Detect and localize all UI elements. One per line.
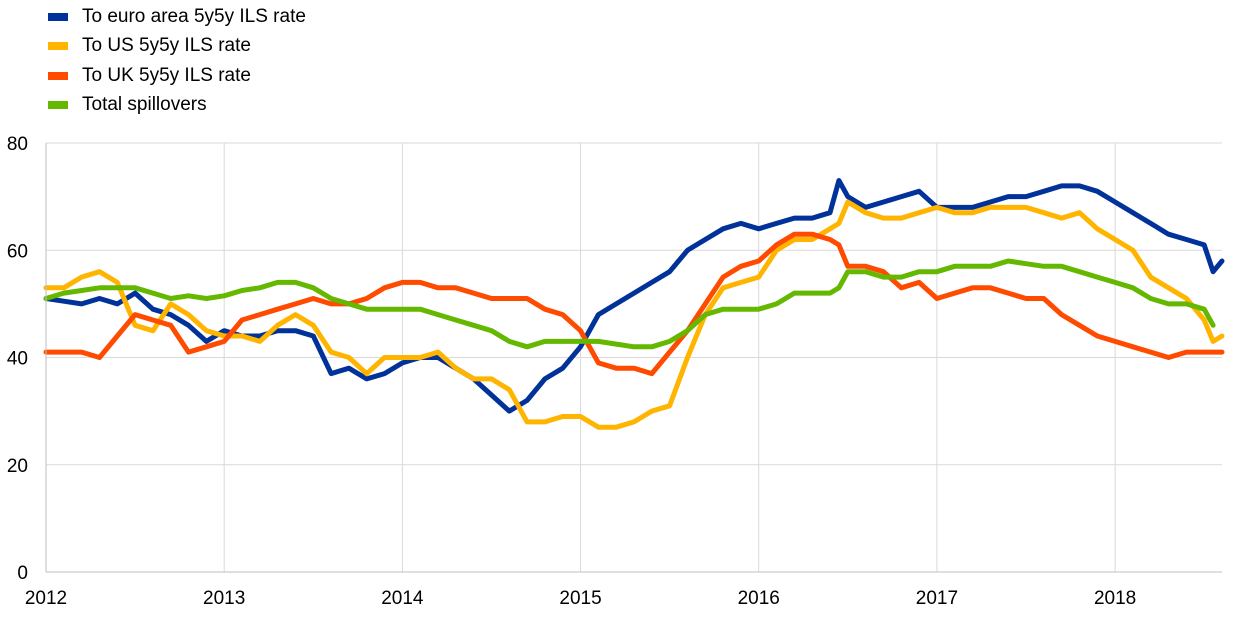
series-line-2 bbox=[43, 231, 1225, 377]
x-tick-label: 2018 bbox=[1094, 588, 1136, 609]
x-tick-label: 2013 bbox=[203, 588, 245, 609]
axes: 0 20 40 60 80 2012 2013 2014 2015 2016 2017 2018 bbox=[7, 134, 1222, 609]
legend-item-euro-area: To euro area 5y5y ILS rate bbox=[48, 2, 306, 32]
legend-swatch bbox=[48, 42, 68, 51]
x-tick-label: 2017 bbox=[916, 588, 958, 609]
legend-label: To euro area 5y5y ILS rate bbox=[82, 5, 306, 27]
y-tick-label: 80 bbox=[7, 134, 28, 155]
legend-swatch bbox=[48, 12, 68, 21]
gridlines bbox=[46, 142, 1222, 573]
legend-swatch bbox=[48, 71, 68, 80]
series-line-3 bbox=[43, 258, 1216, 350]
legend: To euro area 5y5y ILS rate To US 5y5y IL… bbox=[48, 2, 306, 120]
y-tick-label: 40 bbox=[7, 349, 28, 370]
legend-item-us: To US 5y5y ILS rate bbox=[48, 32, 306, 62]
x-tick-label: 2012 bbox=[25, 588, 67, 609]
legend-label: To UK 5y5y ILS rate bbox=[82, 64, 251, 86]
series-lines bbox=[43, 178, 1225, 430]
legend-label: To US 5y5y ILS rate bbox=[82, 35, 251, 57]
series-line-1 bbox=[43, 199, 1225, 430]
legend-item-total-spillovers: Total spillovers bbox=[48, 91, 306, 121]
y-tick-label: 20 bbox=[7, 456, 28, 477]
x-tick-label: 2016 bbox=[738, 588, 780, 609]
y-tick-label: 0 bbox=[17, 563, 28, 584]
x-tick-label: 2015 bbox=[559, 588, 601, 609]
legend-label: Total spillovers bbox=[82, 94, 207, 116]
y-tick-label: 60 bbox=[7, 241, 28, 262]
x-tick-label: 2014 bbox=[381, 588, 424, 609]
legend-item-uk: To UK 5y5y ILS rate bbox=[48, 61, 306, 91]
legend-swatch bbox=[48, 101, 68, 110]
